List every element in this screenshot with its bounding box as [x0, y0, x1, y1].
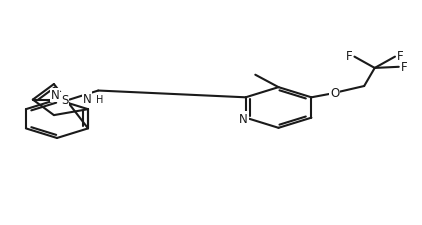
Text: F: F [346, 50, 353, 63]
Text: F: F [397, 50, 403, 63]
Text: S: S [61, 94, 68, 107]
Text: H: H [96, 94, 103, 104]
Text: N: N [82, 92, 91, 105]
Text: N: N [51, 89, 60, 102]
Text: N: N [239, 113, 248, 126]
Text: O: O [330, 87, 339, 100]
Text: F: F [401, 61, 408, 74]
